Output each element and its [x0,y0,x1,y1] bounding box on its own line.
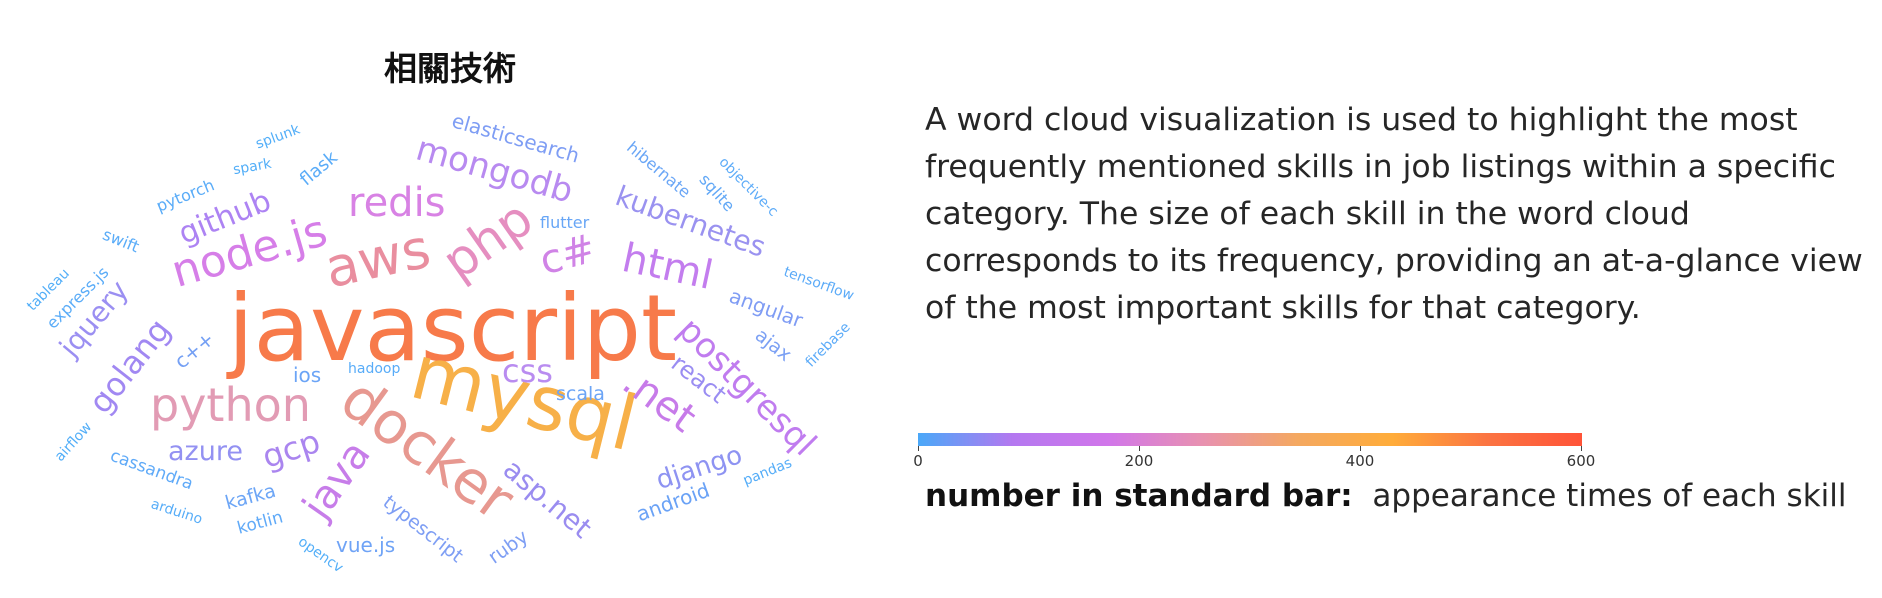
word-firebase: firebase [802,319,854,371]
word-csharp: c# [534,225,601,285]
word-javascript: javascript [228,275,678,382]
word-css: css [502,352,553,390]
word-vuejs: vue.js [336,533,396,557]
word-ajax: ajax [750,324,796,367]
word-kafka: kafka [222,479,279,515]
word-arduino: arduino [148,496,205,528]
word-tensorflow: tensorflow [781,263,856,305]
word-ios: ios [293,363,322,387]
word-cloud-title: 相關技術 [384,49,516,88]
word-splunk: splunk [253,121,303,153]
legend-caption: number in standard bar: appearance times… [925,478,1847,514]
tick-mark [1139,446,1140,451]
tick-label: 0 [913,452,923,470]
word-angular: angular [726,283,807,333]
word-flutter: flutter [540,213,590,232]
tick-mark [918,446,919,451]
word-azure: azure [168,436,243,467]
word-flask: flask [295,147,342,191]
word-kotlin: kotlin [235,507,286,539]
tick-mark [1581,446,1582,451]
description-text: A word cloud visualization is used to hi… [925,102,1863,326]
word-pandas: pandas [740,455,795,489]
word-redis: redis [348,180,446,226]
word-php: php [431,188,544,292]
word-gcp: gcp [257,421,325,477]
legend-caption-label: number in standard bar: [925,478,1353,514]
word-scala: scala [556,383,605,405]
color-scale-bar: 0 200 400 600 [913,430,1595,470]
legend-caption-text: appearance times of each skill [1372,478,1847,514]
tick-label: 400 [1345,452,1375,470]
word-airflow: airflow [51,419,96,465]
word-spark: spark [231,155,273,179]
word-swift: swift [99,224,142,257]
word-ruby: ruby [484,525,533,569]
tick-label: 600 [1566,452,1596,470]
tick-mark [1360,446,1361,451]
color-gradient [918,433,1582,446]
word-cloud: javascript mysql docker aws php python n… [0,0,900,598]
word-hadoop: hadoop [348,361,401,377]
tick-label: 200 [1124,452,1154,470]
word-python: python [150,378,311,432]
